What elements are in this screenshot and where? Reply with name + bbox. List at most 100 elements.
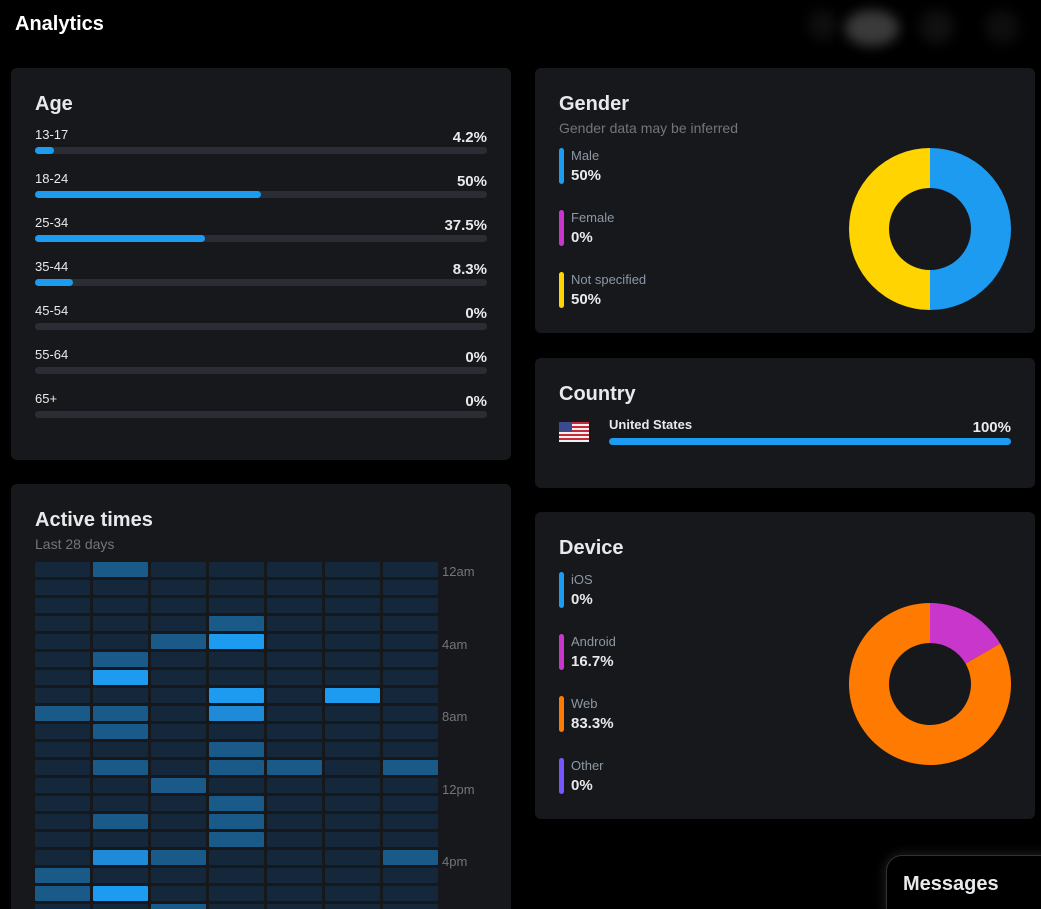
age-row: 55-64 0%	[35, 347, 487, 379]
heatmap-cell	[35, 778, 90, 793]
heatmap-hour-label: 8am	[442, 709, 468, 724]
heatmap-cell	[209, 616, 264, 631]
heatmap-cell	[267, 796, 322, 811]
heatmap-cell	[151, 832, 206, 847]
heatmap-cell	[267, 850, 322, 865]
heatmap-cell	[267, 868, 322, 883]
heatmap-cell	[93, 706, 148, 721]
heatmap-cell	[35, 634, 90, 649]
gender-legend-value: 50%	[571, 167, 602, 184]
heatmap-cell	[151, 904, 206, 909]
heatmap-cell	[93, 796, 148, 811]
heatmap-cell	[383, 814, 438, 829]
heatmap-cell	[209, 886, 264, 901]
heatmap-cell	[35, 904, 90, 909]
age-row: 45-54 0%	[35, 303, 487, 335]
age-range-label: 18-24	[35, 171, 69, 186]
heatmap-cell	[267, 904, 322, 909]
heatmap-cell	[267, 832, 322, 847]
heatmap-cell	[151, 724, 206, 739]
age-card: Age 13-17 4.2% 18-24 50% 25-34 37.5% 35-44 8.3%…	[11, 68, 511, 460]
heatmap-cell	[35, 670, 90, 685]
heatmap-cell	[267, 706, 322, 721]
page-title: Analytics	[15, 13, 104, 35]
heatmap-cell	[35, 706, 90, 721]
heatmap-cell	[93, 832, 148, 847]
device-donut-chart	[849, 603, 1011, 765]
heatmap-cell	[151, 562, 206, 577]
heatmap-cell	[209, 778, 264, 793]
heatmap-cell	[325, 850, 380, 865]
heatmap-cell	[93, 904, 148, 909]
country-progress-fill	[609, 438, 1011, 445]
heatmap-cell	[93, 598, 148, 613]
heatmap-cell	[209, 652, 264, 667]
heatmap-cell	[383, 886, 438, 901]
gender-legend-color-bar	[559, 272, 564, 308]
gender-title: Gender	[559, 93, 630, 115]
heatmap-cell	[35, 688, 90, 703]
country-value: 100%	[972, 419, 1011, 436]
heatmap-cell	[35, 652, 90, 667]
heatmap-cell	[267, 598, 322, 613]
heatmap-cell	[35, 598, 90, 613]
heatmap-cell	[267, 778, 322, 793]
gender-donut-slice-male	[930, 148, 1011, 310]
heatmap-cell	[209, 904, 264, 909]
device-legend-value: 0%	[571, 591, 593, 608]
heatmap-cell	[209, 814, 264, 829]
heatmap-cell	[151, 742, 206, 757]
heatmap-cell	[325, 760, 380, 775]
heatmap-cell	[383, 616, 438, 631]
age-progress-fill	[35, 235, 205, 242]
heatmap-cell	[151, 778, 206, 793]
heatmap-cell	[151, 580, 206, 595]
age-row: 13-17 4.2%	[35, 127, 487, 159]
heatmap-cell	[209, 670, 264, 685]
age-range-label: 25-34	[35, 215, 69, 230]
heatmap-cell	[209, 598, 264, 613]
age-progress-track	[35, 279, 487, 286]
device-title: Device	[559, 537, 624, 559]
gender-donut-chart	[849, 148, 1011, 310]
heatmap-cell	[35, 760, 90, 775]
heatmap-cell	[209, 760, 264, 775]
device-legend-value: 0%	[571, 777, 593, 794]
blurred-avatar-icon[interactable]	[808, 10, 838, 40]
country-name: United States	[609, 417, 693, 432]
heatmap-cell	[383, 580, 438, 595]
heatmap-cell	[383, 652, 438, 667]
gender-card: Gender Gender data may be inferred Male 5…	[535, 68, 1035, 333]
heatmap-cell	[325, 706, 380, 721]
age-progress-track	[35, 411, 487, 418]
heatmap-cell	[209, 832, 264, 847]
heatmap-cell	[325, 580, 380, 595]
age-percent-value: 37.5%	[444, 217, 487, 234]
messages-drawer[interactable]: Messages	[886, 855, 1041, 909]
heatmap-cell	[267, 724, 322, 739]
heatmap-cell	[93, 616, 148, 631]
age-progress-fill	[35, 191, 261, 198]
heatmap-cell	[209, 634, 264, 649]
device-legend-color-bar	[559, 572, 564, 608]
heatmap-hour-label: 4pm	[442, 854, 468, 869]
heatmap-cell	[325, 616, 380, 631]
blurred-avatar-icon[interactable]	[985, 10, 1019, 44]
heatmap-cell	[267, 562, 322, 577]
heatmap-cell	[383, 706, 438, 721]
heatmap-cell	[93, 652, 148, 667]
heatmap-cell	[209, 742, 264, 757]
heatmap-cell	[151, 886, 206, 901]
us-flag-icon	[559, 422, 589, 442]
active-times-subtitle: Last 28 days	[35, 536, 115, 552]
age-range-label: 13-17	[35, 127, 69, 142]
heatmap-cell	[35, 742, 90, 757]
heatmap-cell	[325, 598, 380, 613]
blurred-avatar-icon[interactable]	[845, 10, 899, 46]
blurred-avatar-icon[interactable]	[920, 10, 954, 44]
heatmap-cell	[93, 580, 148, 595]
heatmap-cell	[151, 814, 206, 829]
heatmap-cell	[35, 616, 90, 631]
heatmap-cell	[35, 832, 90, 847]
heatmap-cell	[35, 562, 90, 577]
